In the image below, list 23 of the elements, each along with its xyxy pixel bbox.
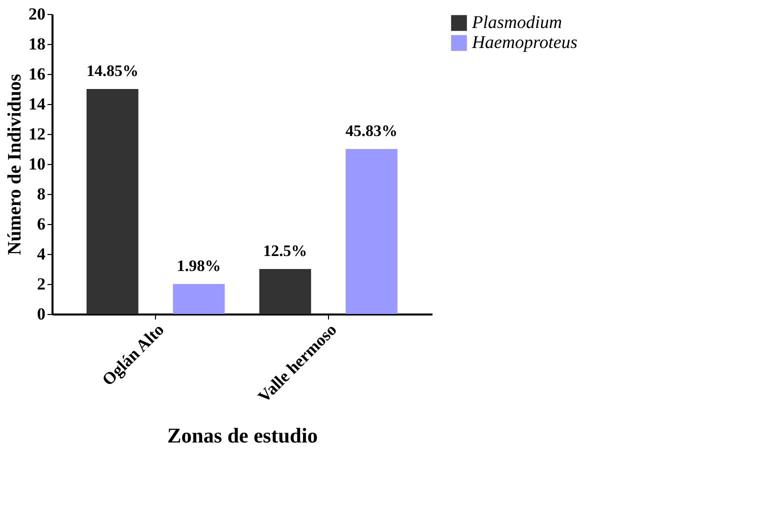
y-tick-label: 2 [37, 274, 46, 294]
y-tick-label: 20 [28, 4, 46, 24]
bar [172, 284, 225, 314]
y-tick-label: 14 [28, 94, 46, 114]
annotation: 12.5% [263, 243, 308, 260]
y-tick-label: 18 [28, 34, 46, 54]
y-tick-label: 0 [37, 304, 46, 324]
legend-label: Plasmodium [471, 12, 562, 32]
annotation: 1.98% [176, 258, 221, 275]
annotation: 14.85% [86, 63, 138, 80]
y-tick-label: 4 [37, 244, 46, 264]
annotation: 45.83% [346, 123, 398, 140]
bar [346, 149, 398, 314]
bar [259, 269, 312, 314]
bar [86, 89, 138, 314]
y-tick-label: 12 [28, 124, 46, 144]
x-axis-title: Zonas de estudio [167, 423, 318, 448]
y-tick-label: 10 [28, 154, 46, 174]
legend-label: Haemoproteus [471, 32, 578, 52]
y-tick-label: 16 [28, 64, 46, 84]
y-tick-label: 6 [37, 214, 46, 234]
y-axis-title: Número de Individuos [4, 74, 26, 256]
y-tick-label: 8 [37, 184, 46, 204]
